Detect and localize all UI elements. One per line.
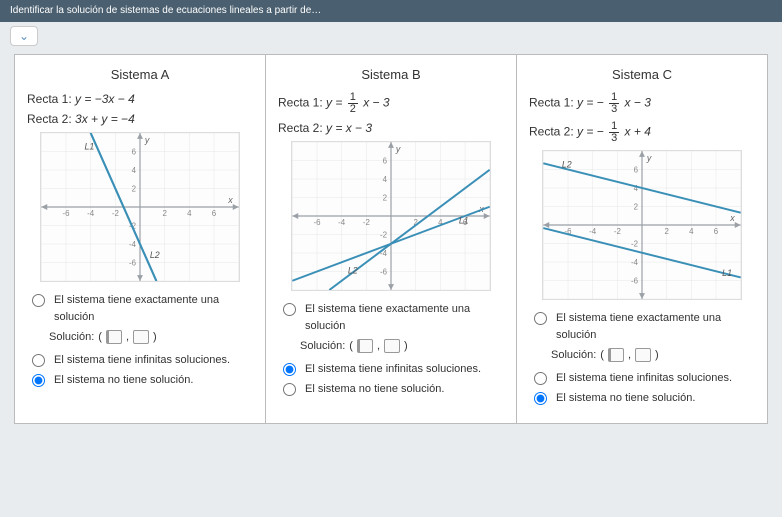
svg-text:y: y (395, 144, 401, 154)
page-body: Sistema A Recta 1: y = −3x − 4 Recta 2: … (0, 46, 782, 432)
sol-c-x[interactable] (608, 348, 624, 362)
svg-text:6: 6 (132, 147, 137, 156)
svg-text:-4: -4 (87, 209, 95, 218)
sol-b-x[interactable] (357, 339, 373, 353)
svg-text:4: 4 (187, 209, 192, 218)
fraction: 1 3 (609, 121, 619, 144)
opt-one-solution[interactable]: El sistema tiene exactamente una solució… (278, 301, 504, 334)
svg-text:y: y (144, 135, 150, 145)
opt-none[interactable]: El sistema no tiene solución. (278, 381, 504, 398)
eq-line-1: Recta 1: y = 1 2 x − 3 (278, 92, 504, 115)
graph-c-wrap: -6-6-4-4-2-2224466xyL1L2 (529, 150, 755, 300)
svg-text:x: x (227, 195, 233, 205)
eq-line-1: Recta 1: y = −3x − 4 (27, 92, 253, 106)
graph-b-wrap: -6-6-4-4-2-2224466xyL1L2 (278, 141, 504, 291)
svg-text:2: 2 (162, 209, 166, 218)
svg-text:-4: -4 (589, 227, 597, 236)
svg-text:2: 2 (132, 184, 136, 193)
graph-a-wrap: -6-6-4-4-2-2224466xyL1L2 (27, 132, 253, 282)
graph-c: -6-6-4-4-2-2224466xyL1L2 (542, 150, 742, 300)
radio-b-2[interactable] (283, 363, 296, 376)
svg-text:6: 6 (383, 156, 388, 165)
svg-text:6: 6 (634, 165, 639, 174)
svg-text:x: x (729, 213, 735, 223)
svg-text:L2: L2 (348, 265, 358, 275)
eq-line-1: Recta 1: y = − 1 3 x − 3 (529, 92, 755, 115)
svg-text:L2: L2 (150, 250, 160, 260)
chevron-down-icon: ⌄ (19, 29, 29, 43)
system-title: Sistema B (278, 67, 504, 82)
sol-b-y[interactable] (384, 339, 400, 353)
svg-text:-2: -2 (112, 209, 119, 218)
radio-a-2[interactable] (32, 354, 45, 367)
svg-text:-2: -2 (380, 230, 387, 239)
fraction: 1 3 (609, 92, 619, 115)
opt-one-solution[interactable]: El sistema tiene exactamente una solució… (27, 292, 253, 325)
svg-text:L1: L1 (85, 142, 95, 152)
eq-line-2: Recta 2: y = − 1 3 x + 4 (529, 121, 755, 144)
solution-input-a: Solución: ( , ) (49, 329, 253, 346)
app-topbar: Identificar la solución de sistemas de e… (0, 0, 782, 22)
system-b: Sistema B Recta 1: y = 1 2 x − 3 Recta 2… (266, 55, 517, 423)
svg-text:4: 4 (132, 166, 137, 175)
collapse-button[interactable]: ⌄ (10, 26, 38, 46)
radio-b-3[interactable] (283, 383, 296, 396)
options-a: El sistema tiene exactamente una solució… (27, 292, 253, 389)
radio-b-1[interactable] (283, 303, 296, 316)
graph-b: -6-6-4-4-2-2224466xyL1L2 (291, 141, 491, 291)
svg-text:2: 2 (664, 227, 668, 236)
systems-row: Sistema A Recta 1: y = −3x − 4 Recta 2: … (14, 54, 768, 424)
eq-line-2: Recta 2: y = x − 3 (278, 121, 504, 135)
svg-text:4: 4 (689, 227, 694, 236)
sol-a-x[interactable] (106, 330, 122, 344)
topbar-title: Identificar la solución de sistemas de e… (10, 5, 321, 16)
solution-input-b: Solución: ( , ) (300, 338, 504, 355)
svg-text:L2: L2 (562, 160, 572, 170)
svg-text:-2: -2 (614, 227, 621, 236)
radio-c-1[interactable] (534, 312, 547, 325)
opt-infinite[interactable]: El sistema tiene infinitas soluciones. (529, 370, 755, 387)
options-b: El sistema tiene exactamente una solució… (278, 301, 504, 398)
opt-infinite[interactable]: El sistema tiene infinitas soluciones. (278, 361, 504, 378)
radio-c-3[interactable] (534, 392, 547, 405)
svg-text:-4: -4 (631, 258, 639, 267)
radio-c-2[interactable] (534, 372, 547, 385)
fraction: 1 2 (348, 92, 358, 115)
system-c: Sistema C Recta 1: y = − 1 3 x − 3 Recta… (517, 55, 767, 423)
options-c: El sistema tiene exactamente una solució… (529, 310, 755, 407)
svg-text:-4: -4 (129, 240, 137, 249)
svg-text:-6: -6 (62, 209, 70, 218)
opt-none[interactable]: El sistema no tiene solución. (529, 390, 755, 407)
svg-text:-2: -2 (631, 239, 638, 248)
opt-infinite[interactable]: El sistema tiene infinitas soluciones. (27, 352, 253, 369)
svg-text:-6: -6 (631, 276, 639, 285)
system-title: Sistema C (529, 67, 755, 82)
opt-none[interactable]: El sistema no tiene solución. (27, 372, 253, 389)
svg-text:L1: L1 (459, 215, 469, 225)
system-title: Sistema A (27, 67, 253, 82)
svg-text:-6: -6 (129, 258, 137, 267)
svg-text:6: 6 (212, 209, 217, 218)
radio-a-1[interactable] (32, 294, 45, 307)
svg-text:y: y (646, 153, 652, 163)
eq-line-2: Recta 2: 3x + y = −4 (27, 112, 253, 126)
svg-text:-4: -4 (338, 218, 346, 227)
solution-input-c: Solución: ( , ) (551, 347, 755, 364)
svg-text:-6: -6 (313, 218, 321, 227)
opt-one-solution[interactable]: El sistema tiene exactamente una solució… (529, 310, 755, 343)
graph-a: -6-6-4-4-2-2224466xyL1L2 (40, 132, 240, 282)
svg-text:2: 2 (634, 202, 638, 211)
svg-text:L1: L1 (722, 268, 732, 278)
system-a: Sistema A Recta 1: y = −3x − 4 Recta 2: … (15, 55, 266, 423)
sol-a-y[interactable] (133, 330, 149, 344)
svg-text:4: 4 (383, 175, 388, 184)
svg-text:-2: -2 (363, 218, 370, 227)
sol-c-y[interactable] (635, 348, 651, 362)
svg-text:6: 6 (714, 227, 719, 236)
svg-text:-6: -6 (380, 267, 388, 276)
svg-text:2: 2 (383, 193, 387, 202)
radio-a-3[interactable] (32, 374, 45, 387)
